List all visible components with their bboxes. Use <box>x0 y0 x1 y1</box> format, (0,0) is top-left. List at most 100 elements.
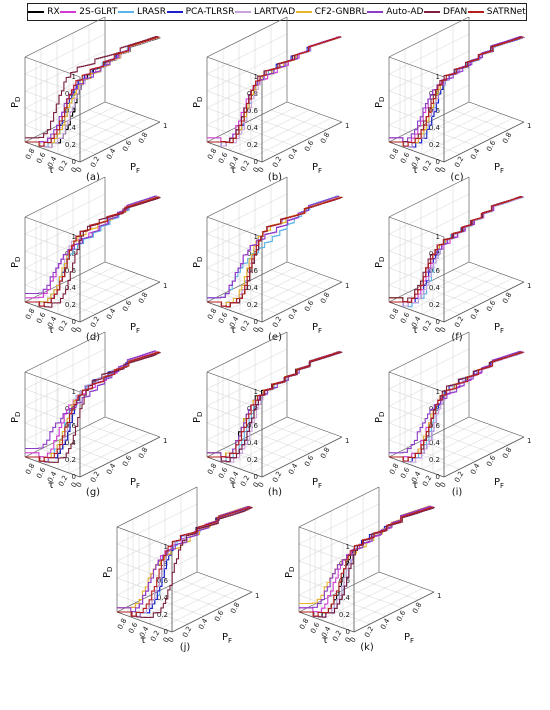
series-line <box>25 351 161 463</box>
x-axis-subscript: F <box>318 327 322 335</box>
y-tick-label: 0 <box>252 481 261 489</box>
z-axis-label: PD <box>374 97 386 108</box>
back-gridline <box>24 33 106 75</box>
series-line <box>389 36 523 143</box>
back-gridline <box>388 33 470 75</box>
floor-gridline <box>239 113 321 155</box>
legend-swatch <box>295 11 312 13</box>
x-tick-label: 1 <box>163 437 167 445</box>
axis-edge <box>261 436 343 478</box>
series-line <box>25 196 160 304</box>
x-tick-label: 0.2 <box>271 470 283 484</box>
y-tick-label: 0.8 <box>388 462 400 476</box>
y-tick-label: 0.6 <box>309 621 322 635</box>
axis-edge <box>378 571 435 593</box>
side-gridline <box>388 422 445 444</box>
x-axis-subscript: F <box>318 482 322 490</box>
y-tick-label: 0.8 <box>206 147 218 161</box>
floor-gridline <box>342 587 424 629</box>
floor-gridline <box>88 269 145 291</box>
side-gridline <box>206 284 263 306</box>
side-gridline <box>206 250 263 272</box>
z-tick-label: 0.4 <box>65 124 77 132</box>
floor-gridline <box>217 265 299 307</box>
x-tick-label: 0.8 <box>319 291 331 305</box>
series-line <box>25 36 160 147</box>
z-tick-label: 0.4 <box>429 284 441 292</box>
series-line <box>299 506 433 613</box>
series-line <box>207 195 340 299</box>
back-gridline <box>206 193 288 235</box>
series-line <box>389 351 524 462</box>
z-tick-label: 0.2 <box>65 456 76 464</box>
axis-edge <box>116 611 173 633</box>
series-line <box>389 36 525 148</box>
x-tick-label: 0.2 <box>363 625 375 639</box>
series-line <box>25 36 159 143</box>
x-tick-label: 0 <box>257 326 266 334</box>
z-tick-label: 0.6 <box>247 267 259 275</box>
legend-item: 2S-GLRT <box>60 7 117 17</box>
floor-gridline <box>149 583 231 625</box>
floor-gridline <box>72 117 129 139</box>
series-line <box>207 351 342 462</box>
panel-plot: 00.20.40.60.8100.20.40.60.810.80.60.40.2… <box>102 486 259 653</box>
y-tick-label: 0.2 <box>421 474 433 488</box>
z-axis-subscript: D <box>14 257 22 262</box>
floor-gridline <box>309 575 391 617</box>
legend-label: 2S-GLRT <box>79 7 118 17</box>
series-line <box>207 196 343 308</box>
panel-label: (e) <box>268 332 282 343</box>
panel-plot: 00.20.40.60.8100.20.40.60.810.80.60.40.2… <box>284 486 441 653</box>
axis-edge <box>206 56 263 78</box>
axis-edge <box>443 281 525 323</box>
x-tick-label: 1 <box>437 592 441 600</box>
y-tick-label: 0.6 <box>399 466 412 480</box>
floor-gridline <box>250 432 332 474</box>
floor-gridline <box>88 424 145 446</box>
back-gridline <box>24 193 106 235</box>
series-line <box>207 36 341 143</box>
floor-gridline <box>217 105 299 147</box>
floor-gridline <box>420 440 477 462</box>
legend-item: SATRNet <box>467 7 526 17</box>
x-tick-label: 0 <box>75 326 84 334</box>
x-tick-label: 0.2 <box>89 470 101 484</box>
z-tick-label: 0.8 <box>339 560 350 568</box>
series-line <box>207 195 339 299</box>
back-gridline <box>206 67 288 109</box>
series-line <box>25 36 158 139</box>
x-tick-label: 0.2 <box>453 470 465 484</box>
z-tick-label: 1 <box>436 233 440 241</box>
panel-label: (a) <box>86 172 100 183</box>
series-line <box>25 197 161 308</box>
panel-plot: 00.20.40.60.8100.20.40.60.810.80.60.40.2… <box>374 16 531 183</box>
legend-item: PCA-TLRSR <box>166 7 234 17</box>
y-tick-label: 0 <box>252 326 261 334</box>
x-tick-label: 0.8 <box>229 601 241 615</box>
axis-edge <box>286 416 343 438</box>
x-tick-label: 1 <box>345 437 349 445</box>
floor-gridline <box>404 448 461 470</box>
series-line <box>25 195 157 295</box>
y-tick-label: 0.6 <box>399 311 412 325</box>
z-tick-label: 1 <box>346 543 350 551</box>
axis-edge <box>79 121 161 163</box>
axis-edge <box>104 416 161 438</box>
z-tick-label: 0.4 <box>65 439 77 447</box>
floor-gridline <box>138 579 220 621</box>
series-line <box>25 36 160 147</box>
axis-edge <box>261 121 343 163</box>
back-gridline <box>388 382 470 424</box>
side-gridline <box>298 594 355 616</box>
series-line <box>207 351 342 463</box>
floor-gridline <box>432 432 514 474</box>
series-line <box>389 196 523 303</box>
back-gridline <box>116 520 198 562</box>
series-line <box>207 195 340 299</box>
y-tick-label: 0.2 <box>331 629 343 643</box>
legend-item: CF2-GNBRL <box>295 7 367 17</box>
floor-gridline <box>222 133 279 155</box>
axis-edge <box>388 456 445 478</box>
axis-edge <box>261 281 343 323</box>
